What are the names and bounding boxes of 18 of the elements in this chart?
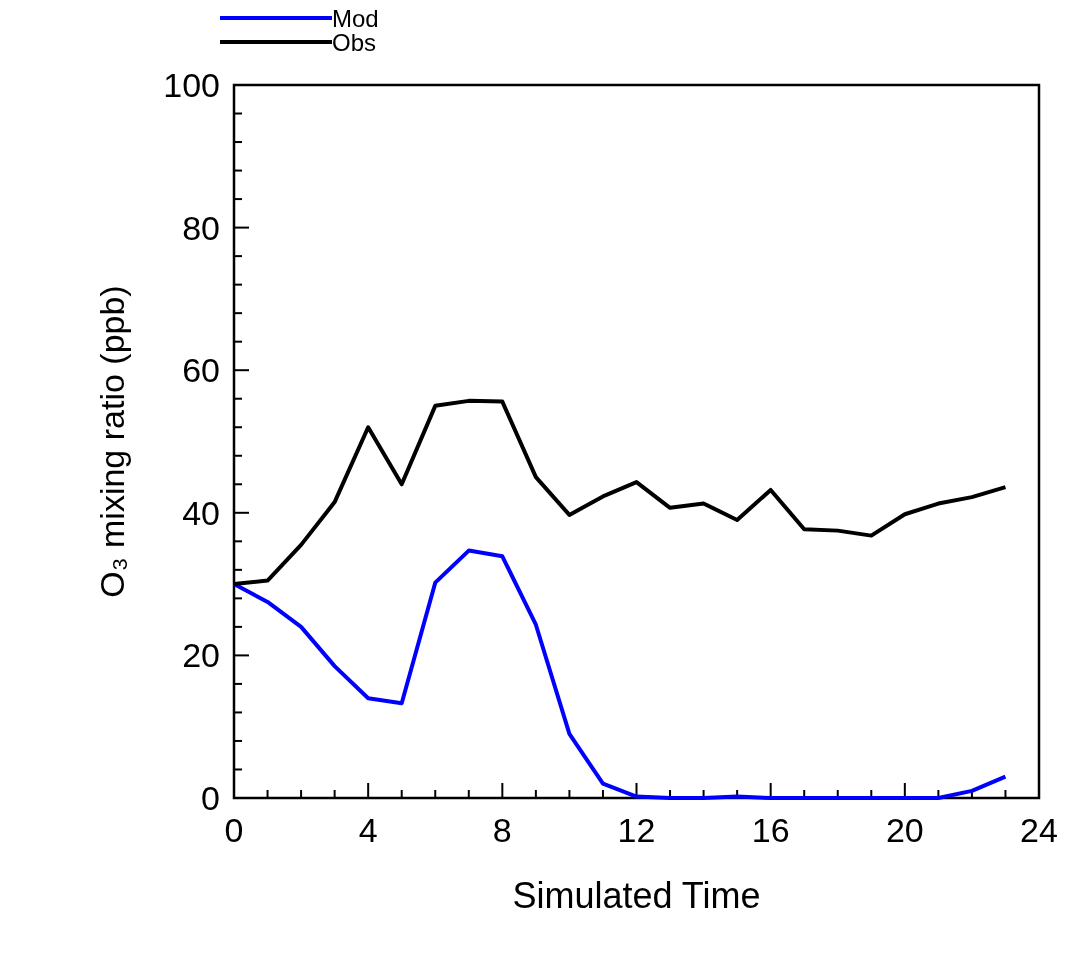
x-tick-label: 20 bbox=[885, 811, 924, 849]
x-tick-label: 8 bbox=[492, 811, 512, 849]
y-tick-label: 0 bbox=[201, 779, 220, 817]
legend-label: Obs bbox=[332, 29, 377, 56]
x-tick-label: 12 bbox=[617, 811, 656, 849]
x-axis-title: Simulated Time bbox=[512, 875, 761, 916]
y-tick-label: 40 bbox=[182, 493, 220, 532]
y-tick-label: 100 bbox=[163, 66, 220, 104]
y-tick-label: 60 bbox=[182, 351, 220, 390]
legend-label: Mod bbox=[332, 5, 379, 32]
x-tick-label: 0 bbox=[224, 811, 244, 849]
y-tick-label: 80 bbox=[182, 208, 220, 247]
y-tick-label: 20 bbox=[182, 636, 220, 675]
x-tick-label: 4 bbox=[358, 811, 378, 849]
y-axis-title: O₃ mixing ratio (ppb) bbox=[93, 285, 131, 598]
x-tick-label: 16 bbox=[751, 811, 790, 849]
x-tick-label: 24 bbox=[1020, 811, 1058, 849]
line-series bbox=[232, 548, 1008, 800]
